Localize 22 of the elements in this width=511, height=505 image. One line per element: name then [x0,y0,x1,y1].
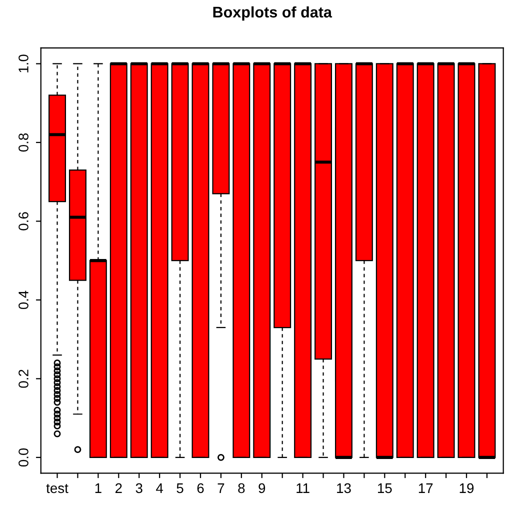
x-tick-label: 2 [115,483,122,493]
y-tick-label: 0.2 [18,370,28,388]
x-tick-label: 1 [95,483,102,493]
x-tick-label: 13 [337,483,351,494]
x-tick-label: 11 [296,483,310,493]
x-tick-label: 6 [197,483,204,494]
y-tick-label: 0.0 [18,448,28,467]
x-tick-label: 4 [156,483,164,493]
x-tick-label: 9 [258,483,266,494]
x-tick-label: test [46,484,68,494]
x-tick-label: 19 [460,483,474,494]
y-tick-label: 0.4 [18,290,28,310]
y-tick-label: 0.8 [18,133,28,152]
y-tick-label: 0.6 [18,212,28,230]
chart-title: Boxplots of data [213,6,332,21]
x-tick-label: 7 [218,483,224,493]
x-tick-label: 17 [418,483,433,493]
x-tick-label: 5 [176,483,184,494]
x-tick-label: 8 [238,483,245,494]
x-tick-label: 3 [136,483,142,494]
x-tick-label: 15 [378,483,392,494]
y-tick-label: 1.0 [18,54,28,72]
